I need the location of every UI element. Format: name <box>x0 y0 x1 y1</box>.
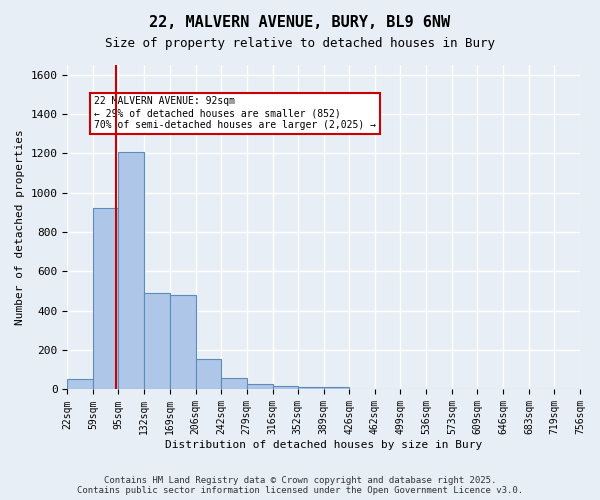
Bar <box>298 386 323 390</box>
Y-axis label: Number of detached properties: Number of detached properties <box>15 130 25 325</box>
Bar <box>196 359 221 390</box>
Text: 22, MALVERN AVENUE, BURY, BL9 6NW: 22, MALVERN AVENUE, BURY, BL9 6NW <box>149 15 451 30</box>
Bar <box>93 208 118 390</box>
Bar <box>247 384 272 390</box>
Bar <box>272 386 298 390</box>
Bar <box>221 378 247 390</box>
Bar <box>170 295 196 390</box>
Bar <box>323 386 349 390</box>
Text: Size of property relative to detached houses in Bury: Size of property relative to detached ho… <box>105 38 495 51</box>
X-axis label: Distribution of detached houses by size in Bury: Distribution of detached houses by size … <box>165 440 482 450</box>
Bar <box>67 378 93 390</box>
Text: Contains HM Land Registry data © Crown copyright and database right 2025.
Contai: Contains HM Land Registry data © Crown c… <box>77 476 523 495</box>
Text: 22 MALVERN AVENUE: 92sqm
← 29% of detached houses are smaller (852)
70% of semi-: 22 MALVERN AVENUE: 92sqm ← 29% of detach… <box>94 96 376 130</box>
Bar <box>118 152 144 390</box>
Bar <box>144 293 170 390</box>
